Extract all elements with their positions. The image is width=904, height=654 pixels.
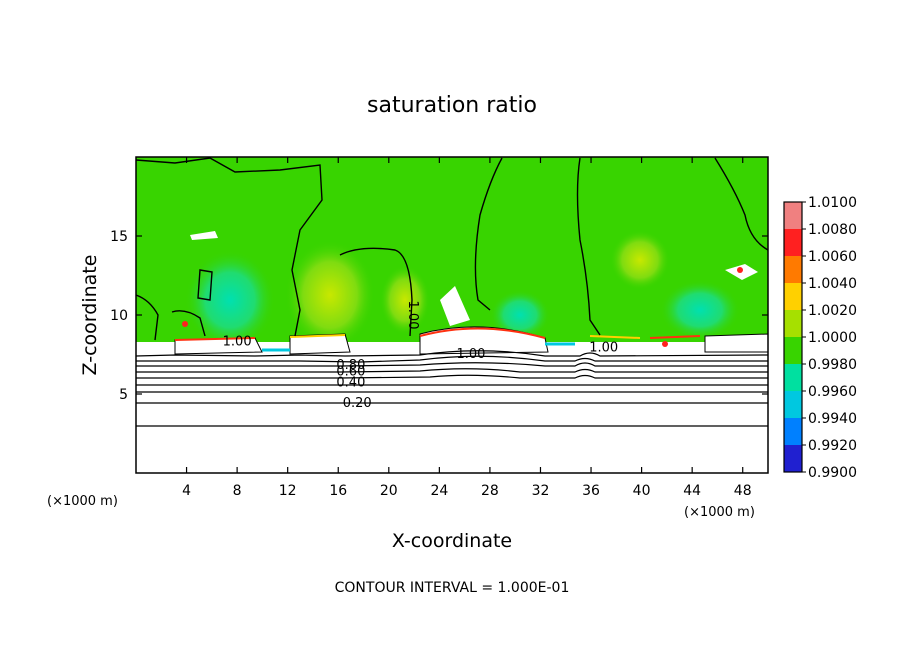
contour-label: 1.00	[456, 347, 485, 362]
x-unit-label-left: (×1000 m)	[47, 494, 118, 509]
colored-rim-red	[174, 327, 701, 341]
x-tick-label: 8	[233, 483, 242, 499]
x-tick-label: 12	[279, 483, 297, 499]
x-tick-label: 20	[380, 483, 398, 499]
x-axis-ticks: 4 8 12 16 20 24 28 32 36 40 44 48	[182, 157, 752, 499]
x-tick-label: 32	[532, 483, 550, 499]
colorbar-level-label: 1.0020	[808, 303, 857, 319]
y-axis-label: Z-coordinate	[79, 255, 101, 376]
field-warm-blob	[610, 230, 670, 290]
colorbar-swatch	[784, 337, 802, 364]
field-cool-blob	[185, 250, 275, 350]
colorbar-level-label: 1.0100	[808, 195, 857, 211]
contour-label: 1.00	[405, 301, 420, 330]
colorbar-swatch	[784, 391, 802, 418]
contour-label: 1.00	[589, 341, 618, 356]
x-tick-label: 4	[182, 483, 191, 499]
colorbar-level-label: 0.9940	[808, 411, 857, 427]
x-axis-label: X-coordinate	[392, 530, 512, 552]
contour-label: 0.80	[336, 358, 365, 373]
x-tick-label: 16	[329, 483, 347, 499]
x-tick-label: 48	[734, 483, 752, 499]
contour-label: 0.40	[336, 375, 365, 390]
saturation-contour-lines	[136, 157, 768, 341]
contour-label: 1.00	[223, 334, 252, 349]
colorbar-swatch	[784, 418, 802, 445]
field-subsaturated-white	[136, 342, 768, 473]
colored-rim-cyan	[262, 342, 575, 352]
colorbar-swatch	[784, 445, 802, 472]
contour-label: 0.60	[336, 364, 365, 379]
colorbar-level-label: 1.0060	[808, 249, 857, 265]
y-tick-label: 15	[110, 229, 128, 245]
colorbar-level-label: 1.0040	[808, 276, 857, 292]
colorbar-swatch	[784, 310, 802, 337]
y-axis-ticks: 5 10 15	[110, 229, 768, 403]
colorbar-swatch	[784, 229, 802, 256]
colorbar-level-label: 0.9900	[808, 465, 857, 481]
colorbar-level-label: 0.9980	[808, 357, 857, 373]
colorbar-swatch	[784, 364, 802, 391]
red-spot	[182, 321, 188, 327]
chart-title: saturation ratio	[367, 93, 537, 118]
red-spot	[662, 341, 668, 347]
cloud-base-white-patches	[174, 326, 768, 355]
x-tick-label: 40	[633, 483, 651, 499]
contour-label: 0.20	[343, 396, 372, 411]
plot-area	[136, 157, 768, 473]
colorbar-level-label: 1.0000	[808, 330, 857, 346]
colorbar-level-label: 0.9960	[808, 384, 857, 400]
contour-interval-note: CONTOUR INTERVAL = 1.000E-01	[335, 580, 570, 596]
contour-labels: 0.20 0.400.600.80 1.00 1.00 1.00 1.00	[223, 301, 619, 411]
colored-rim-yellow	[289, 334, 641, 339]
colorbar: 1.0100 1.0080 1.0060 1.0040 1.0020 1.0000 0.99…	[783, 195, 857, 481]
x-tick-label: 44	[683, 483, 701, 499]
x-tick-label: 36	[582, 483, 600, 499]
field-cool-blob	[660, 280, 740, 340]
colorbar-level-label: 1.0080	[808, 222, 857, 238]
colorbar-level-label: 0.9920	[808, 438, 857, 454]
x-tick-label: 28	[481, 483, 499, 499]
red-spot	[737, 267, 743, 273]
y-tick-label: 10	[110, 308, 128, 324]
field-warm-blob	[285, 240, 375, 350]
field-cool-blob	[490, 290, 550, 340]
colorbar-swatch	[784, 202, 802, 229]
x-tick-label: 24	[430, 483, 448, 499]
colorbar-swatch	[784, 256, 802, 283]
y-tick-label: 5	[119, 387, 128, 403]
stratified-contour-lines	[136, 350, 768, 427]
field-warm-blob	[380, 265, 430, 335]
colorbar-swatch	[784, 283, 802, 310]
x-unit-label-right: (×1000 m)	[684, 505, 755, 520]
